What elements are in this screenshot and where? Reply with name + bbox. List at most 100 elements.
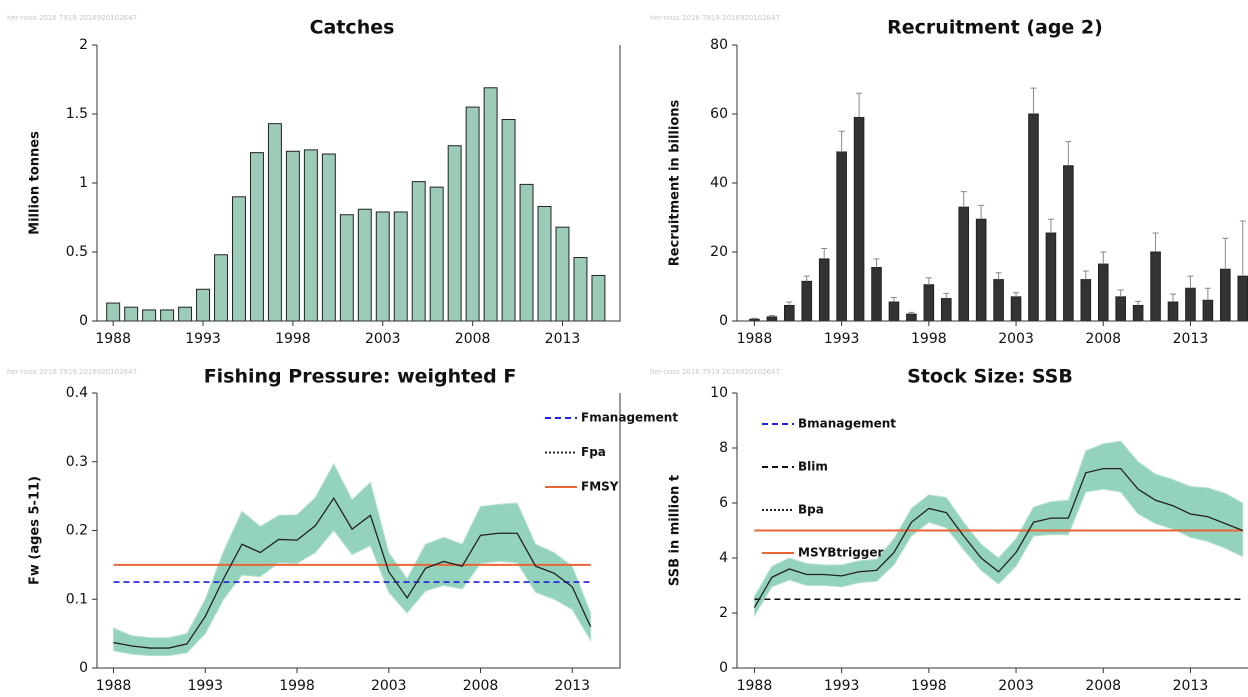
bar bbox=[465, 106, 480, 322]
y-tick-label: 4 bbox=[719, 550, 728, 566]
y-tick-label: 10 bbox=[710, 385, 728, 401]
error-bar bbox=[978, 204, 985, 220]
bar bbox=[178, 306, 193, 322]
bar bbox=[906, 313, 917, 322]
bar bbox=[321, 153, 336, 322]
watermark: her-noss 2016 7919 2016920102647 bbox=[650, 368, 780, 376]
x-tick-label: 1998 bbox=[911, 331, 947, 347]
watermark: her-noss 2016 7919 2016920102647 bbox=[7, 368, 137, 376]
bar bbox=[357, 208, 372, 322]
error-bar bbox=[821, 248, 828, 259]
error-bar bbox=[1222, 237, 1229, 270]
bar bbox=[160, 309, 175, 322]
legend-label: MSYBtrigger bbox=[798, 546, 884, 560]
bar bbox=[285, 150, 300, 322]
y-tick-label: 2 bbox=[79, 37, 88, 53]
bar bbox=[267, 123, 282, 322]
bar bbox=[993, 279, 1004, 322]
x-tick-label: 1988 bbox=[737, 678, 773, 694]
bar bbox=[1115, 296, 1126, 322]
bar bbox=[1150, 251, 1161, 322]
bar bbox=[871, 267, 882, 322]
error-bar bbox=[768, 314, 775, 317]
y-tick-label: 0 bbox=[719, 660, 728, 676]
error-bar bbox=[873, 258, 880, 268]
x-tick-label: 2003 bbox=[371, 678, 407, 694]
error-bar bbox=[856, 92, 863, 118]
y-tick-label: 0 bbox=[719, 313, 728, 329]
axes bbox=[736, 45, 1248, 322]
bar bbox=[766, 316, 778, 322]
bar bbox=[106, 302, 121, 322]
y-tick-label: 0 bbox=[79, 313, 88, 329]
legend-label: Blim bbox=[798, 460, 828, 474]
bar bbox=[375, 211, 390, 322]
bar bbox=[818, 258, 830, 322]
legend-label: Fmanagement bbox=[581, 411, 678, 425]
error-bar bbox=[908, 311, 915, 315]
bar bbox=[124, 306, 139, 322]
error-bar bbox=[786, 301, 793, 306]
bar bbox=[940, 298, 952, 322]
y-tick-label: 40 bbox=[710, 175, 728, 191]
bar bbox=[801, 280, 813, 322]
error-bar bbox=[751, 317, 758, 320]
bar bbox=[339, 214, 354, 322]
error-bar bbox=[1100, 251, 1107, 265]
bar bbox=[411, 181, 426, 322]
bar bbox=[501, 119, 516, 322]
error-bar bbox=[1170, 293, 1177, 303]
bar bbox=[249, 152, 264, 322]
y-tick-label: 20 bbox=[710, 244, 728, 260]
bar bbox=[1167, 301, 1179, 322]
error-bar bbox=[1013, 292, 1020, 297]
bar bbox=[214, 254, 228, 322]
bar bbox=[1063, 165, 1074, 322]
bar bbox=[784, 304, 795, 322]
y-tick-label: 80 bbox=[710, 37, 728, 53]
chart-title: Catches bbox=[310, 17, 395, 39]
bar bbox=[591, 274, 606, 322]
bar bbox=[923, 284, 935, 322]
x-tick-label: 2013 bbox=[1173, 331, 1209, 347]
y-tick-label: 0.5 bbox=[66, 244, 88, 260]
error-bar bbox=[995, 272, 1002, 280]
bar bbox=[1028, 113, 1039, 322]
line bbox=[753, 467, 1244, 608]
error-bar bbox=[1135, 300, 1142, 306]
y-tick-label: 2 bbox=[719, 605, 728, 621]
bar bbox=[1097, 263, 1109, 322]
legend-label: Bpa bbox=[798, 503, 824, 517]
x-tick-label: 1998 bbox=[275, 331, 311, 347]
x-tick-label: 2013 bbox=[1173, 678, 1209, 694]
x-tick-label: 2008 bbox=[455, 331, 491, 347]
error-bar bbox=[838, 130, 845, 152]
bar bbox=[958, 206, 970, 322]
bar bbox=[1202, 299, 1214, 322]
x-tick-label: 1993 bbox=[185, 331, 221, 347]
y-tick-label: 0 bbox=[79, 660, 88, 676]
x-tick-label: 1993 bbox=[187, 678, 223, 694]
x-tick-label: 1993 bbox=[824, 331, 860, 347]
bar bbox=[1080, 279, 1092, 322]
legend-label: Fpa bbox=[581, 445, 606, 459]
x-tick-label: 1988 bbox=[737, 331, 773, 347]
error-bar bbox=[1117, 289, 1124, 297]
y-tick-label: 0.1 bbox=[66, 591, 88, 607]
error-bar bbox=[925, 277, 932, 285]
x-tick-label: 1998 bbox=[279, 678, 315, 694]
chart-title: Fishing Pressure: weighted F bbox=[204, 366, 517, 388]
x-tick-label: 1993 bbox=[824, 678, 860, 694]
axes bbox=[96, 393, 621, 669]
bar bbox=[1220, 268, 1231, 322]
y-axis-label: Fw (ages 5-11) bbox=[28, 476, 43, 585]
chart-title: Stock Size: SSB bbox=[907, 366, 1073, 388]
confidence-band bbox=[753, 440, 1244, 618]
bar bbox=[142, 309, 157, 322]
x-tick-label: 2013 bbox=[554, 678, 590, 694]
error-bar bbox=[1082, 270, 1089, 280]
bar bbox=[1010, 296, 1022, 322]
y-tick-label: 0.3 bbox=[66, 454, 88, 470]
bar bbox=[1237, 275, 1248, 322]
